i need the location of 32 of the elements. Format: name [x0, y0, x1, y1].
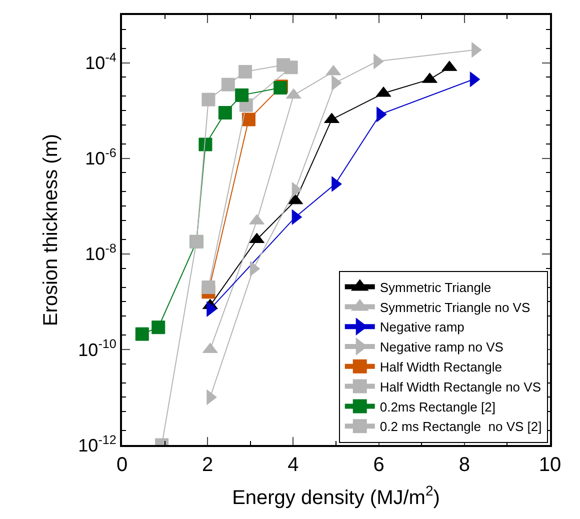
y-axis-title: Erosion thickness (m)	[40, 134, 62, 326]
point	[152, 320, 166, 334]
point	[135, 327, 149, 341]
x-tick-label: 2	[202, 454, 214, 476]
y-tick-label: 10$^{-4}$	[85, 50, 116, 74]
x-tick-label: 8	[458, 454, 470, 476]
point	[242, 112, 256, 126]
y-tick-label: 10$^{-12}$	[78, 432, 116, 456]
x-tick-label: 6	[373, 454, 384, 476]
point	[238, 64, 252, 78]
x-tick-label: 10	[538, 454, 562, 476]
y-tick-label: 10$^{-6}$	[85, 146, 116, 169]
point	[218, 106, 232, 120]
legend-label: Negative ramp	[380, 320, 464, 335]
x-tick-label: 0	[116, 454, 128, 476]
legend-label: 0.2ms Rectangle [2]	[380, 399, 496, 414]
y-tick-label: 10$^{-8}$	[85, 242, 116, 264]
x-tick-label: 4	[288, 454, 299, 476]
legend-label: Symmetric Triangle no VS	[380, 300, 530, 315]
point	[235, 88, 249, 102]
point	[202, 280, 216, 294]
point	[276, 58, 290, 72]
legend-label: Symmetric Triangle	[380, 280, 492, 295]
legend-label: 0.2 ms Rectangle no VS [2]	[380, 419, 542, 434]
legend-label: Half Width Rectangle	[380, 359, 502, 374]
y-tick-label: 10$^{-10}$	[78, 337, 116, 360]
point	[221, 78, 235, 92]
point	[202, 92, 216, 106]
x-axis-title: Energy density (MJ/m$^{2}$)	[232, 482, 440, 509]
point	[198, 138, 212, 152]
legend-label: Negative ramp no VS	[380, 340, 504, 355]
legend-label: Half Width Rectangle no VS	[380, 379, 542, 394]
